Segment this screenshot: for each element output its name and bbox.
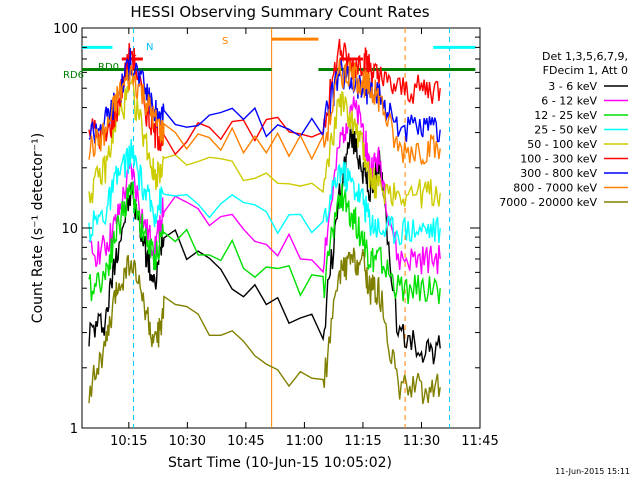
legend-label-5: 100 - 300 keV: [520, 153, 597, 166]
legend-label-1: 6 - 12 keV: [541, 95, 597, 108]
annotation-n: N: [146, 42, 153, 53]
series-line-0: [88, 124, 441, 365]
series-line-8: [88, 247, 441, 405]
x-axis: 10:15 10:30 10:45 11:00 11:15 11:30 11:45: [110, 28, 499, 449]
annotation-rd6: RD6: [63, 70, 84, 81]
status-bars: [82, 37, 476, 72]
legend-label-3: 25 - 50 keV: [534, 124, 597, 137]
x-tick-label-2: 10:45: [227, 434, 264, 449]
annotation-f: F: [131, 54, 137, 65]
x-tick-label-1: 10:30: [169, 434, 206, 449]
legend: Det 1,3,5,6,7,9, FDecim 1, Att 0 3 - 6 k…: [499, 50, 628, 209]
legend-label-8: 7000 - 20000 keV: [499, 196, 597, 209]
legend-label-2: 12 - 25 keV: [534, 109, 597, 122]
x-axis-label: Start Time (10-Jun-15 10:05:02): [168, 455, 392, 471]
legend-label-4: 50 - 100 keV: [527, 138, 597, 151]
y-tick-label-1: 10: [61, 222, 78, 237]
chart-title: HESSI Observing Summary Count Rates: [130, 3, 429, 21]
legend-label-6: 300 - 800 keV: [520, 167, 597, 180]
annotation-s: S: [222, 36, 228, 47]
x-tick-label-0: 10:15: [110, 434, 147, 449]
annotation-rd0: RD0: [98, 62, 119, 73]
footer-timestamp: 11-Jun-2015 15:11: [555, 467, 630, 476]
series-line-7: [88, 59, 441, 166]
legend-header-2: FDecim 1, Att 0: [543, 64, 628, 77]
x-tick-label-3: 11:00: [286, 434, 323, 449]
x-tick-label-6: 11:45: [461, 434, 498, 449]
y-axis: 1 10 100: [53, 22, 480, 437]
legend-header-1: Det 1,3,5,6,7,9,: [542, 50, 628, 63]
y-axis-label: Count Rate (s⁻¹ detector⁻¹): [30, 133, 46, 323]
x-tick-label-5: 11:30: [403, 434, 440, 449]
y-tick-label-0: 1: [70, 422, 78, 437]
series-line-2: [88, 181, 441, 305]
legend-label-0: 3 - 6 keV: [548, 80, 597, 93]
series-line-1: [88, 96, 441, 275]
series-line-3: [88, 138, 441, 246]
x-tick-label-4: 11:15: [344, 434, 381, 449]
legend-label-7: 800 - 7000 keV: [513, 182, 597, 195]
series-layer: [88, 38, 441, 405]
series-line-4: [88, 77, 441, 209]
y-tick-label-2: 100: [53, 22, 78, 37]
